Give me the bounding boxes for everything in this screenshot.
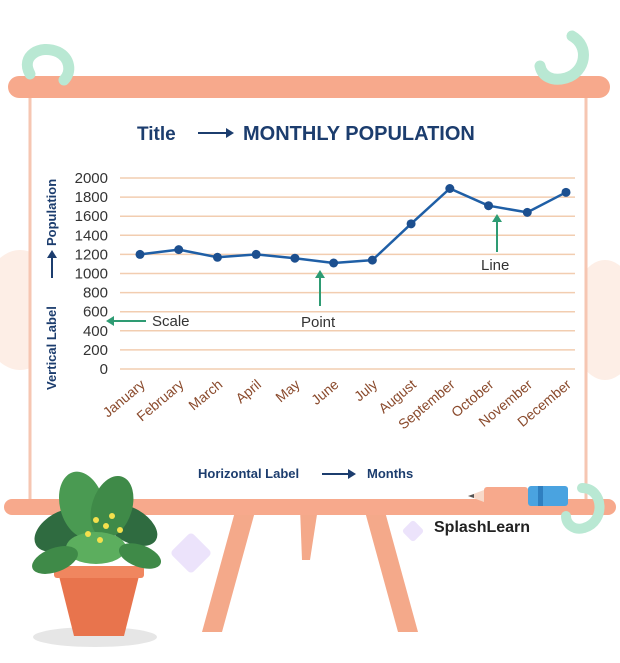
data-point <box>522 207 532 217</box>
data-point <box>290 253 300 263</box>
swirl-decoration-bottom <box>561 483 605 534</box>
y-tick-label: 800 <box>83 285 108 302</box>
board <box>28 90 588 512</box>
y-tick-label: 1200 <box>75 246 108 263</box>
data-point <box>212 252 222 262</box>
y-tick-label: 2000 <box>75 170 108 187</box>
y-tick-label: 1800 <box>75 189 108 206</box>
y-axis-label-prefix: Vertical Label <box>44 306 59 390</box>
y-tick-labels: 0 200 400 600 800 1000 1200 1400 1600 1800 2000 <box>75 170 108 378</box>
y-tick-label: 1000 <box>75 266 108 283</box>
y-tick-label: 200 <box>83 342 108 359</box>
y-tick-label: 0 <box>100 361 108 378</box>
title-arrow <box>198 128 234 138</box>
brand-logo: SplashLearn <box>434 519 530 536</box>
data-points <box>135 184 571 268</box>
board-top-rail <box>8 76 610 98</box>
data-point <box>445 184 455 194</box>
swirl-decoration-left <box>22 44 75 86</box>
data-point <box>367 255 377 265</box>
data-point <box>561 187 571 197</box>
scale-annotation-arrow <box>106 316 146 326</box>
pen-illustration <box>468 486 568 506</box>
swirl-decoration-right <box>534 30 589 85</box>
point-annotation: Point <box>301 314 336 331</box>
y-tick-label: 600 <box>83 304 108 321</box>
plant-illustration <box>32 471 162 647</box>
board-bottom-rail <box>4 499 616 515</box>
y-tick-label: 400 <box>83 323 108 340</box>
line-annotation: Line <box>481 257 509 274</box>
x-axis-label-prefix: Horizontal Label <box>198 466 299 481</box>
x-axis-label-arrow <box>322 469 356 479</box>
data-point <box>406 219 416 229</box>
y-tick-label: 1600 <box>75 208 108 225</box>
chart-title-prefix: Title <box>137 124 176 145</box>
scale-annotation: Scale <box>152 313 190 330</box>
y-tick-label: 1400 <box>75 227 108 244</box>
point-annotation-arrow <box>315 270 325 306</box>
data-point <box>251 249 261 259</box>
data-point <box>174 245 184 255</box>
line-annotation-arrow <box>492 214 502 252</box>
diamond-decoration <box>171 533 211 573</box>
x-axis-label: Months <box>367 466 413 481</box>
diamond-decoration-small <box>402 520 424 542</box>
gridlines <box>120 177 575 370</box>
y-axis-label: Population <box>44 179 59 246</box>
easel-legs <box>202 508 418 632</box>
data-line-layer <box>139 187 567 265</box>
chart-title: MONTHLY POPULATION <box>243 123 475 145</box>
data-point <box>329 258 339 268</box>
data-point <box>484 201 494 211</box>
data-point <box>135 249 145 259</box>
series-line <box>139 187 567 265</box>
y-axis-label-arrow <box>47 250 57 278</box>
